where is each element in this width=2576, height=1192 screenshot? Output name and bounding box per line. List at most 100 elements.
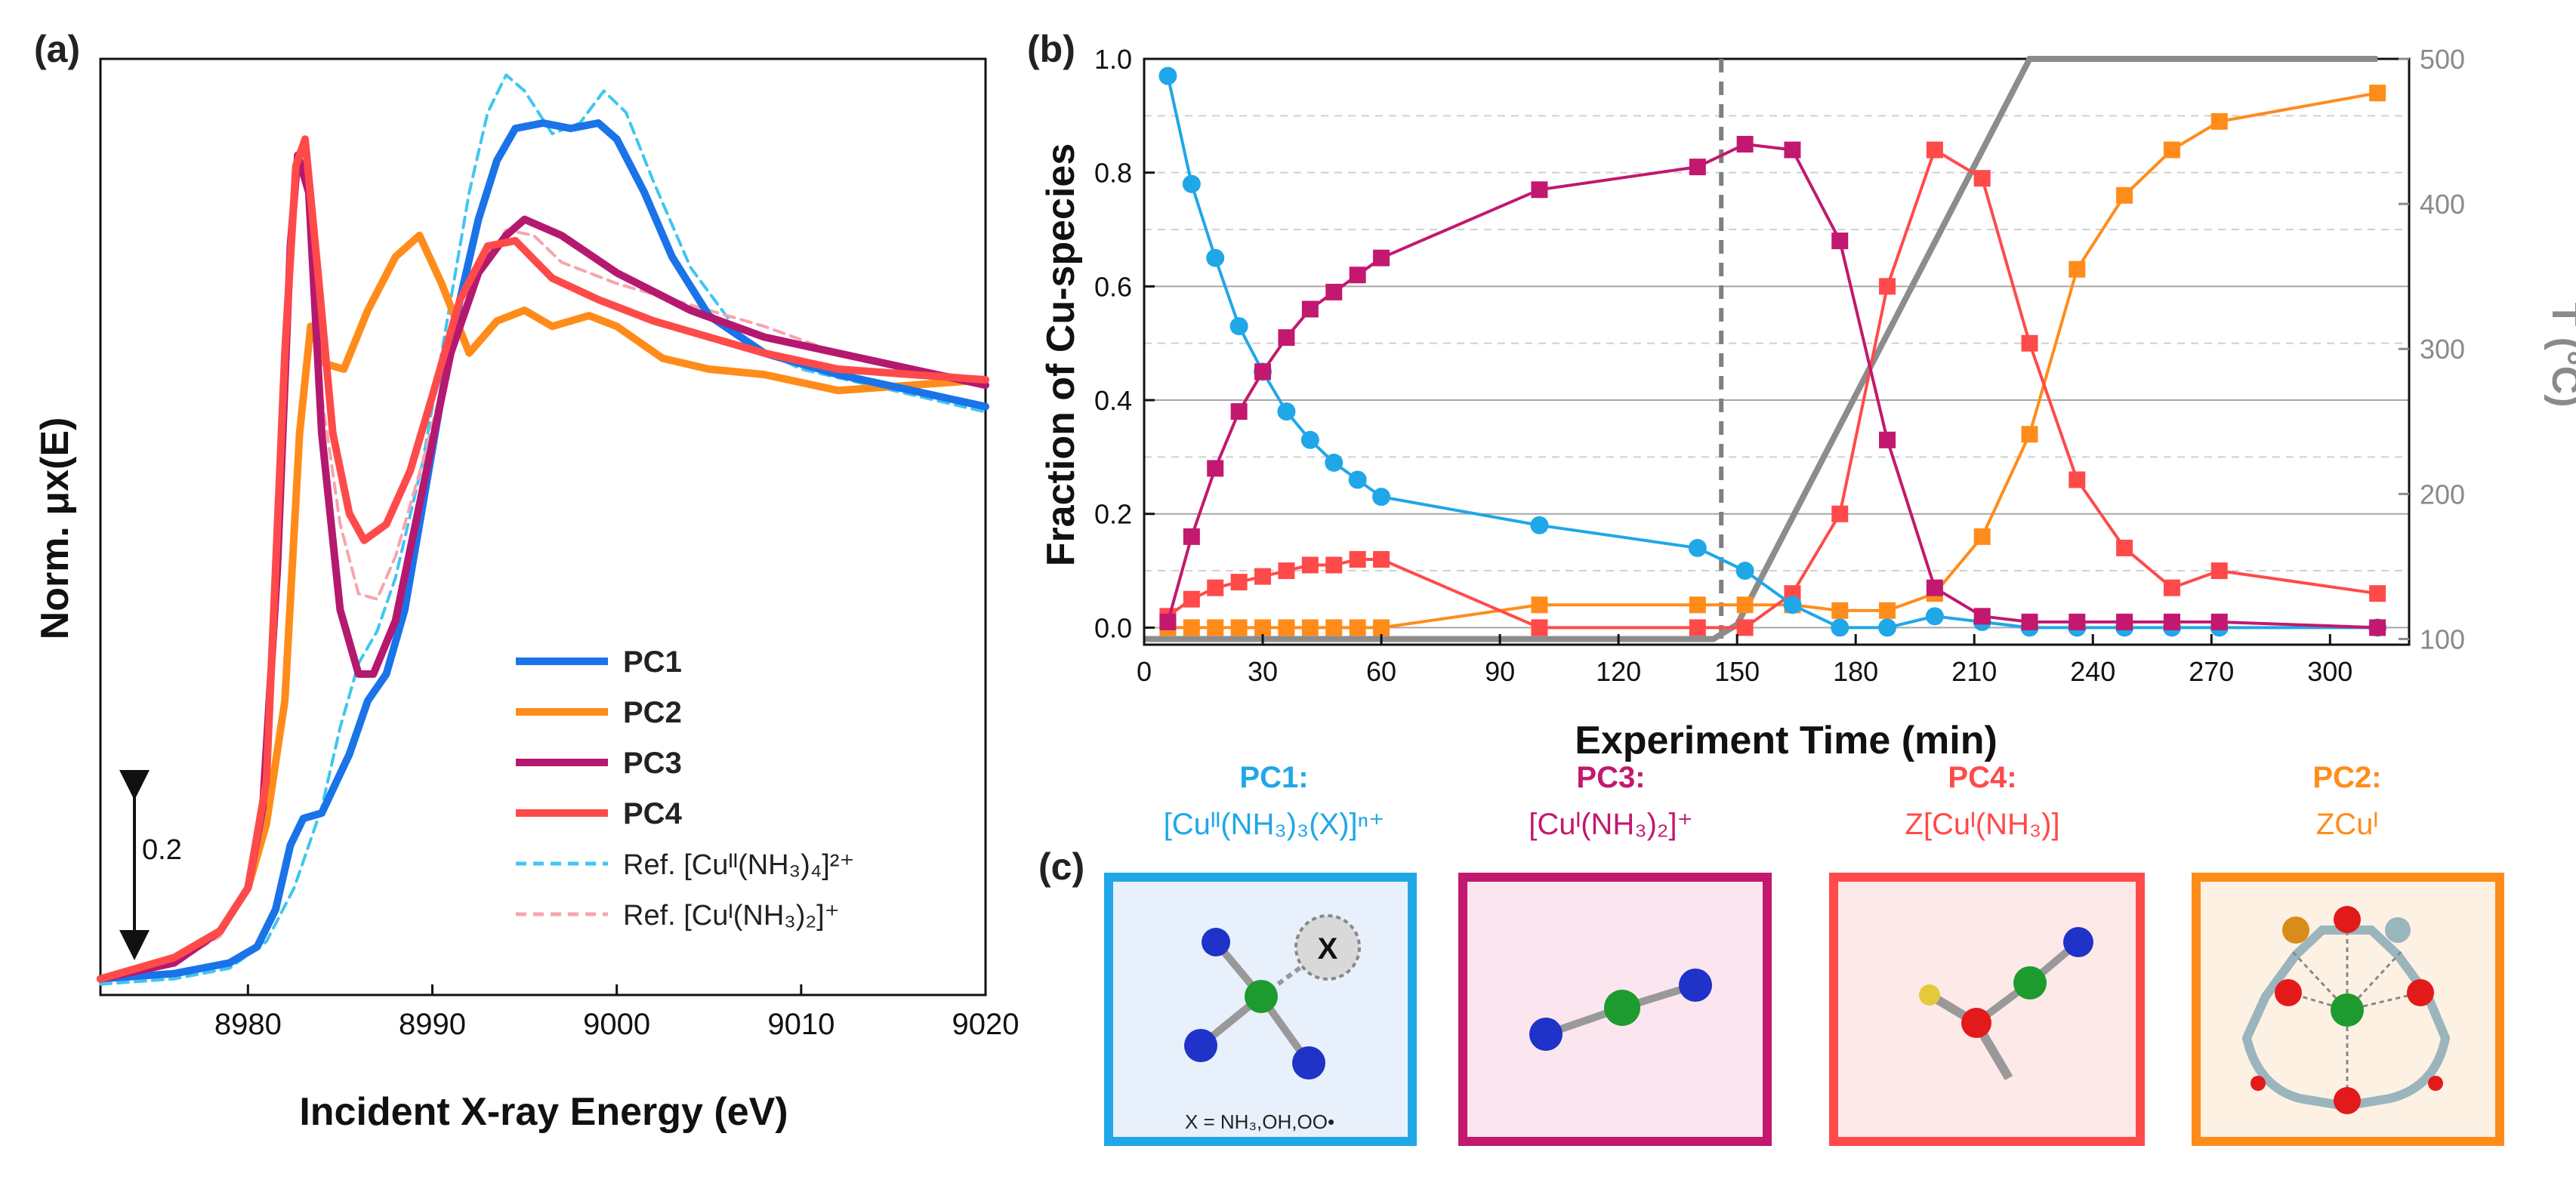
fraction-point-pc4 [1254, 568, 1272, 585]
fraction-point-pc3 [1278, 329, 1295, 347]
fraction-x-tick-label: 180 [1833, 656, 1878, 687]
pc1-ligand-note: X = NH₃,OH,OO• [1185, 1110, 1334, 1133]
fraction-y-tick-label: 0.8 [1094, 158, 1132, 189]
pc4-structure-box [1829, 873, 2145, 1146]
fraction-point-pc2 [1373, 619, 1390, 636]
fraction-x-tick-label: 270 [2189, 656, 2234, 687]
fraction-point-pc4 [1973, 170, 1991, 187]
pc4-structure-title: PC4: [1948, 761, 2016, 794]
fraction-point-pc2 [1230, 619, 1248, 636]
fraction-x-tick-label: 300 [2307, 656, 2352, 687]
pc1-molecule: X [1184, 914, 1361, 1080]
pc3-structure-formula: [Cuᴵ(NH₃)₂]⁺ [1529, 808, 1692, 841]
panel-b-label: (b) [1027, 28, 1075, 70]
pc4-molecule [1919, 927, 2093, 1081]
fraction-point-pc4 [2021, 334, 2038, 352]
fraction-point-pc2 [2021, 426, 2038, 443]
fraction-point-pc1 [1182, 174, 1201, 193]
pc3-molecule [1529, 969, 1712, 1051]
fraction-line-pc1 [1166, 75, 2378, 630]
fraction-point-pc2 [1301, 619, 1319, 636]
xanes-line-pc4 [97, 135, 989, 983]
pc3-structure-title: PC3: [1576, 761, 1645, 794]
fraction-y-tick-label: 0.6 [1094, 271, 1132, 302]
fraction-point-pc2 [1531, 596, 1548, 614]
fraction-point-pc1 [1372, 488, 1391, 507]
fraction-point-pc1 [1348, 470, 1367, 489]
fraction-point-pc1 [1925, 607, 1944, 626]
fraction-point-pc4 [1926, 141, 1943, 159]
panel-a-label: (a) [34, 28, 80, 70]
fraction-x-tick-label: 0 [1137, 656, 1152, 687]
fraction-point-pc3 [2116, 613, 2133, 630]
fraction-x-tick-label: 120 [1596, 656, 1641, 687]
pc2-structure-title: PC2: [2312, 761, 2381, 794]
fraction-point-pc3 [1325, 283, 1343, 300]
fraction-point-pc2 [1325, 619, 1343, 636]
fraction-y-tick-label: 0.0 [1094, 612, 1132, 643]
fraction-point-pc3 [1879, 431, 1896, 448]
fraction-point-pc4 [1278, 562, 1295, 580]
fraction-point-pc4 [2116, 539, 2133, 556]
fraction-point-pc4 [1207, 579, 1224, 596]
fraction-point-pc4 [2210, 562, 2228, 580]
temperature-tick-label: 400 [2420, 189, 2465, 220]
fraction-point-pc4 [1831, 505, 1849, 522]
fraction-point-pc3 [2163, 613, 2180, 630]
fraction-y-tick-label: 0.2 [1094, 499, 1132, 530]
fraction-point-pc4 [1230, 574, 1248, 591]
fraction-x-axis-title: Experiment Time (min) [1575, 719, 1998, 762]
fraction-point-pc4 [1373, 550, 1390, 568]
xanes-x-axis-title: Incident X-ray Energy (eV) [299, 1090, 788, 1134]
temperature-tick-label: 200 [2420, 479, 2465, 510]
temperature-axis-title: T (°C) [2544, 302, 2576, 407]
pc1-x-ligand-label: X [1318, 932, 1338, 966]
fraction-point-pc1 [1831, 618, 1849, 637]
fraction-point-pc2 [1736, 596, 1754, 614]
fraction-point-pc3 [2069, 613, 2086, 630]
fraction-point-pc4 [1879, 278, 1896, 295]
panel-c-label: (c) [1038, 845, 1084, 888]
fraction-point-pc1 [1158, 66, 1177, 85]
fraction-x-tick-label: 150 [1714, 656, 1760, 687]
xanes-line-ref-cu-nh [99, 73, 987, 986]
fraction-point-pc4 [1689, 619, 1706, 636]
xanes-y-axis-title: Norm. μx(E) [33, 417, 77, 640]
fraction-point-pc1 [1206, 248, 1225, 267]
fraction-point-pc3 [2210, 613, 2228, 630]
legend-label: Ref. [Cuᴵᴵ(NH₃)₄]²⁺ [623, 849, 855, 881]
fraction-point-pc2 [1689, 596, 1706, 614]
scale-bar-label: 0.2 [142, 834, 182, 866]
fraction-x-tick-label: 210 [1951, 656, 1997, 687]
fraction-chart: 0 30 60 90 120 150 180 210 240 270 300 0.0 0.2 0.4 0.6… [1039, 44, 2576, 762]
legend-label: PC2 [623, 696, 682, 729]
structures-panel: PC1: [Cuᴵᴵ(NH₃)₃(X)]ⁿ⁺ X X = NH₃,OH,OO• … [1104, 761, 2504, 1146]
fraction-point-pc2 [1973, 528, 1991, 545]
fraction-point-pc3 [1230, 403, 1248, 420]
fraction-point-pc4 [1349, 550, 1366, 568]
fraction-point-pc3 [1183, 528, 1200, 545]
fraction-plot-frame [1143, 57, 2411, 646]
temperature-tick-label: 300 [2420, 334, 2465, 365]
fraction-point-pc2 [2069, 260, 2086, 278]
fraction-point-pc3 [1349, 266, 1366, 284]
fraction-point-pc1 [1300, 430, 1319, 449]
xanes-x-tick-label: 9020 [952, 1008, 1020, 1041]
legend-label: PC3 [623, 747, 682, 780]
fraction-point-pc2 [1254, 619, 1272, 636]
fraction-y-tick-label: 1.0 [1094, 44, 1132, 75]
fraction-point-pc3 [2021, 613, 2038, 630]
fraction-point-pc3 [2369, 619, 2386, 636]
fraction-x-tick-label: 60 [1366, 656, 1396, 687]
fraction-point-pc1 [1735, 562, 1754, 581]
fraction-point-pc1 [1783, 596, 1802, 614]
fraction-point-pc2 [1831, 602, 1849, 619]
fraction-y-axis-title: Fraction of Cu-species [1039, 143, 1083, 567]
fraction-point-pc2 [1349, 619, 1366, 636]
fraction-point-pc4 [2069, 471, 2086, 488]
fraction-point-pc3 [1689, 159, 1706, 176]
fraction-point-pc3 [1531, 181, 1548, 199]
fraction-point-pc2 [1879, 602, 1896, 619]
xanes-x-tick-label: 8980 [214, 1008, 282, 1041]
fraction-x-tick-label: 240 [2070, 656, 2115, 687]
